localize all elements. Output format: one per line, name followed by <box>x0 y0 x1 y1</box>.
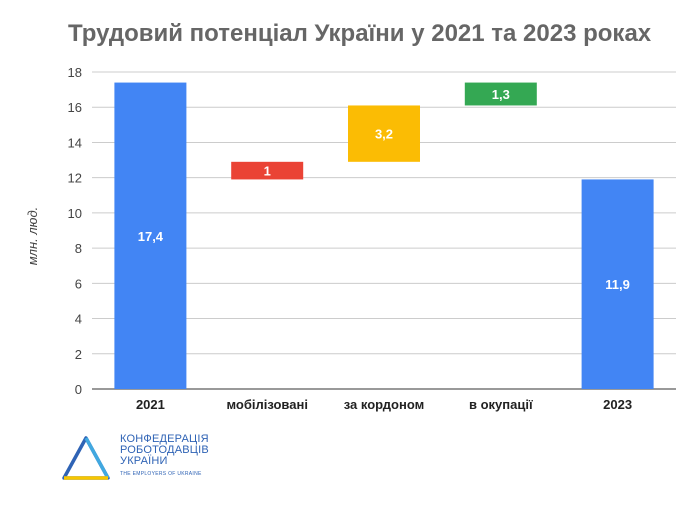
y-axis-ticks: 0 2 4 6 8 10 12 14 16 18 <box>68 65 82 397</box>
y-tick-label: 0 <box>75 382 82 397</box>
y-tick-label: 16 <box>68 100 82 115</box>
logo-text: КОНФЕДЕРАЦІЯ РОБОТОДАВЦІВ УКРАЇНИ THE EM… <box>120 434 209 480</box>
bar <box>348 105 420 162</box>
bar-value-label: 3,2 <box>375 127 393 142</box>
y-tick-label: 14 <box>68 135 82 150</box>
y-tick-label: 2 <box>75 347 82 362</box>
bar-value-label: 17,4 <box>138 229 164 244</box>
bar <box>231 161 304 180</box>
x-tick-label: за кордоном <box>344 397 424 412</box>
bar <box>581 179 654 389</box>
bar-value-label: 1,3 <box>492 87 510 102</box>
y-tick-label: 10 <box>68 206 82 221</box>
logo-line: КОНФЕДЕРАЦІЯ <box>120 433 209 445</box>
y-tick-label: 8 <box>75 241 82 256</box>
logo-line: УКРАЇНИ <box>120 455 168 467</box>
y-tick-label: 4 <box>75 312 82 327</box>
y-tick-label: 6 <box>75 276 82 291</box>
bar-value-label: 1 <box>264 164 271 179</box>
waterfall-chart: 0 2 4 6 8 10 12 14 16 18 17,4 1 3,2 1,3 11,9 2021 мобі… <box>68 65 676 412</box>
x-tick-label: 2023 <box>603 397 632 412</box>
bar <box>114 82 187 390</box>
y-tick-label: 12 <box>68 171 82 186</box>
x-axis-ticks: 2021 мобілізовані за кордоном в окупації 202… <box>136 397 632 412</box>
logo-subline: THE EMPLOYERS OF UKRAINE <box>120 471 202 477</box>
triangle-logo-icon <box>62 436 110 480</box>
x-tick-label: 2021 <box>136 397 165 412</box>
bars: 17,4 1 3,2 1,3 11,9 <box>114 82 654 390</box>
bar <box>464 82 537 106</box>
x-tick-label: мобілізовані <box>226 397 308 412</box>
grid-lines <box>92 71 676 390</box>
y-axis-label: млн. люд. <box>25 206 40 266</box>
confederation-logo: КОНФЕДЕРАЦІЯ РОБОТОДАВЦІВ УКРАЇНИ THE EM… <box>60 434 280 484</box>
bar-value-label: 11,9 <box>605 277 630 292</box>
chart-title: Трудовий потенціал України у 2021 та 202… <box>68 20 652 47</box>
x-tick-label: в окупації <box>469 397 533 412</box>
logo-line: РОБОТОДАВЦІВ <box>120 444 209 456</box>
y-tick-label: 18 <box>68 65 82 80</box>
